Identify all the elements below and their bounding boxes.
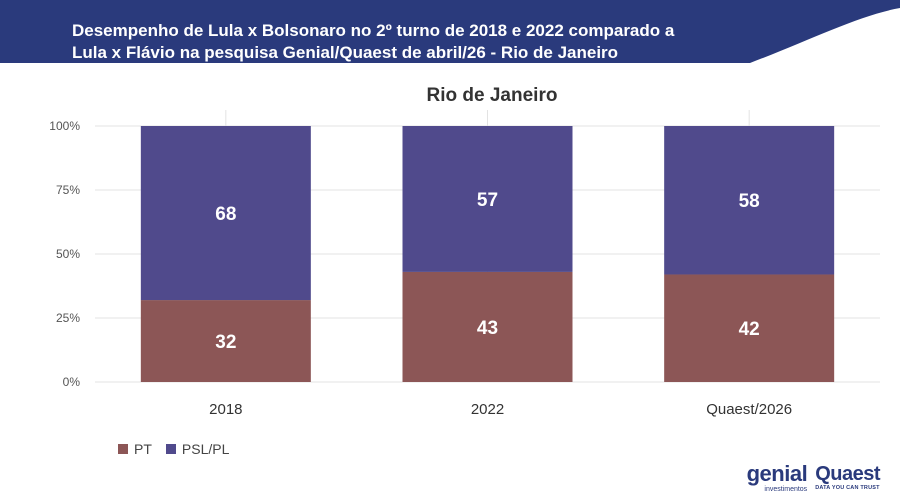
data-label: 68 [215, 204, 236, 225]
y-tick-label: 50% [56, 247, 80, 261]
page-title: Desempenho de Lula x Bolsonaro no 2º tur… [72, 20, 832, 64]
legend: PT PSL/PL [118, 441, 229, 457]
bar-segment-pslpl [664, 126, 835, 275]
logos: genial investimentos Quaest DATA YOU CAN… [746, 461, 881, 494]
y-tick-label: 100% [49, 119, 80, 133]
bar-segment-pslpl [402, 126, 573, 272]
quaest-logo-name: Quaest [815, 463, 880, 486]
data-label: 42 [739, 319, 760, 340]
x-tick-label: Quaest/2026 [706, 401, 792, 418]
y-tick-label: 75% [56, 183, 80, 197]
genial-logo: genial investimentos [746, 461, 808, 494]
legend-item-pt: PT [118, 441, 152, 457]
header-banner: Desempenho de Lula x Bolsonaro no 2º tur… [0, 0, 900, 63]
y-tick-label: 25% [56, 311, 80, 325]
legend-swatch-psl [165, 444, 176, 454]
quaest-logo-sub: DATA YOU CAN TRUST [815, 485, 880, 492]
header-curve-decoration [750, 8, 900, 63]
data-label: 57 [477, 190, 498, 211]
bar-segment-pslpl [140, 126, 311, 301]
title-line-2: Lula x Flávio na pesquisa Genial/Quaest … [72, 43, 619, 62]
legend-label-psl: PSL/PL [181, 441, 230, 457]
data-label: 43 [477, 318, 498, 339]
bar-segment-pt [664, 274, 835, 382]
quaest-logo: Quaest DATA YOU CAN TRUST [815, 464, 880, 492]
data-label: 58 [739, 191, 760, 212]
chart-title: Rio de Janeiro [426, 85, 558, 106]
y-tick-label: 0% [63, 375, 81, 389]
legend-label-pt: PT [134, 441, 152, 457]
genial-logo-sub: investimentos [764, 486, 808, 493]
bar-segment-pt [402, 271, 573, 382]
genial-logo-name: genial [746, 461, 808, 486]
x-tick-label: 2018 [209, 401, 242, 418]
legend-item-psl: PSL/PL [165, 441, 230, 457]
x-tick-label: 2022 [471, 401, 504, 418]
data-label: 32 [215, 332, 236, 353]
legend-swatch-pt [118, 444, 128, 454]
title-line-1: Desempenho de Lula x Bolsonaro no 2º tur… [72, 21, 675, 40]
bar-segment-pt [140, 300, 311, 382]
